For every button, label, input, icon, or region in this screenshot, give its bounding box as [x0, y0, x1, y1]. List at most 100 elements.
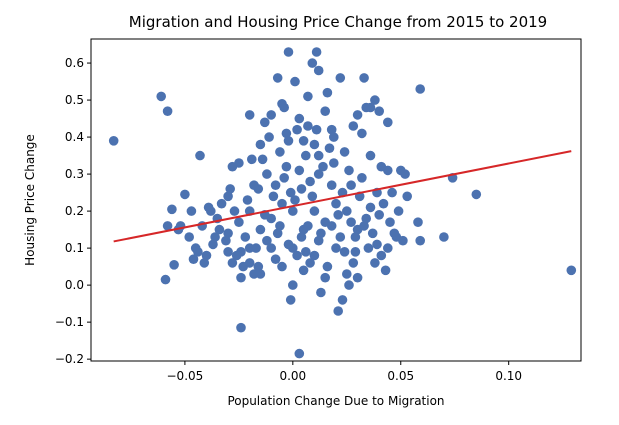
data-point	[186, 206, 197, 216]
data-point	[335, 73, 346, 83]
data-point	[193, 247, 203, 257]
data-point	[402, 191, 413, 202]
data-point	[352, 110, 363, 120]
data-point	[370, 258, 380, 268]
data-point	[169, 260, 179, 270]
data-point	[201, 250, 212, 261]
x-axis-label: Population Change Due to Migration	[227, 394, 444, 408]
data-point	[339, 247, 350, 257]
data-point	[352, 224, 363, 235]
data-point	[294, 113, 305, 124]
data-point	[307, 58, 318, 68]
data-point	[199, 258, 210, 268]
data-point	[357, 173, 367, 183]
data-point	[400, 169, 410, 179]
data-point	[268, 191, 279, 202]
data-point	[257, 154, 268, 165]
data-point	[203, 202, 214, 213]
data-point	[331, 198, 341, 209]
data-point	[301, 150, 311, 161]
data-point	[264, 132, 274, 142]
data-point	[303, 121, 313, 131]
data-point	[348, 258, 359, 268]
data-point	[305, 258, 315, 268]
data-point	[385, 217, 395, 227]
y-tick-label: 0.5	[65, 93, 84, 107]
data-point	[383, 243, 393, 253]
data-point	[292, 124, 302, 135]
data-point	[344, 280, 354, 290]
data-point	[309, 250, 320, 261]
data-point	[223, 228, 233, 239]
data-point	[294, 348, 305, 359]
data-point	[333, 306, 344, 316]
data-point	[357, 128, 367, 139]
data-point	[337, 295, 348, 305]
data-point	[298, 265, 309, 276]
data-point	[253, 261, 264, 272]
data-point	[342, 206, 352, 216]
data-point	[285, 295, 296, 305]
data-point	[292, 250, 302, 261]
data-point	[365, 150, 376, 161]
data-point	[318, 161, 328, 172]
data-point	[184, 232, 194, 242]
data-point	[333, 210, 344, 220]
y-axis-label: Housing Price Change	[23, 134, 37, 266]
data-point	[316, 228, 326, 239]
data-point	[339, 147, 350, 157]
y-tick-label: −0.1	[55, 315, 84, 329]
data-point	[361, 213, 372, 224]
data-point	[277, 261, 287, 272]
data-point	[309, 206, 320, 216]
data-point	[471, 189, 482, 200]
data-point	[359, 73, 369, 83]
data-point	[162, 106, 173, 116]
data-point	[288, 280, 298, 290]
data-point	[301, 247, 311, 257]
y-tick-label: 0.1	[65, 241, 84, 255]
data-point	[311, 124, 322, 135]
data-point	[160, 274, 171, 285]
data-point	[290, 195, 300, 205]
data-point	[208, 239, 218, 250]
data-point	[108, 136, 119, 146]
data-point	[281, 161, 292, 172]
data-point	[309, 139, 320, 150]
data-point	[311, 47, 322, 57]
data-point	[227, 258, 238, 268]
data-point	[290, 76, 300, 87]
data-point	[329, 158, 339, 168]
data-point	[363, 243, 374, 253]
data-point	[296, 184, 307, 194]
data-point	[383, 117, 393, 128]
x-tick-label: 0.05	[387, 369, 414, 383]
data-point	[303, 221, 313, 231]
data-point	[313, 169, 324, 179]
data-point	[322, 261, 333, 272]
data-point	[316, 287, 326, 298]
data-point	[391, 232, 402, 242]
data-point	[255, 139, 266, 150]
data-point	[393, 206, 404, 216]
data-point	[378, 198, 389, 209]
data-point	[335, 232, 346, 242]
data-point	[223, 191, 233, 202]
data-point	[307, 191, 318, 202]
data-point	[365, 202, 376, 213]
data-point	[313, 235, 324, 246]
data-point	[283, 47, 294, 57]
data-point	[221, 235, 231, 246]
data-point	[342, 269, 352, 279]
plot-frame	[90, 38, 582, 362]
data-point	[272, 228, 283, 239]
data-point	[288, 206, 298, 216]
data-point	[270, 180, 281, 190]
data-point	[326, 124, 337, 135]
data-point	[372, 239, 382, 250]
data-point	[367, 228, 378, 239]
data-point	[374, 106, 385, 116]
data-point	[223, 247, 233, 257]
